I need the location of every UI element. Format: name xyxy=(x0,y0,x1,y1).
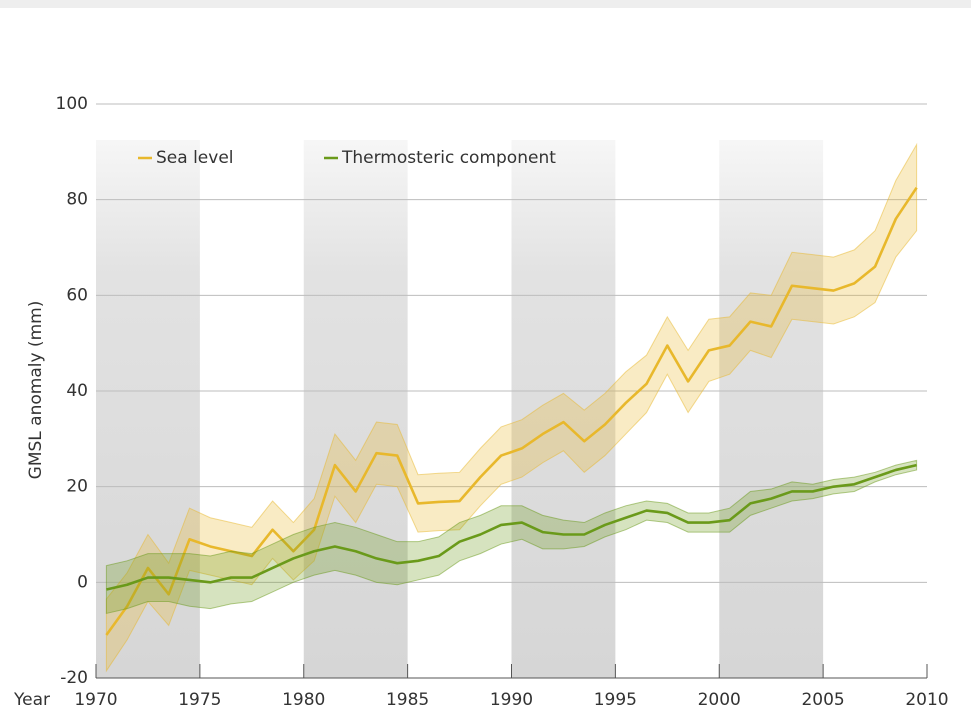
legend: Sea level Thermosteric component xyxy=(138,148,556,168)
x-tick-label: 1975 xyxy=(178,690,221,710)
y-tick-label: 20 xyxy=(66,477,88,497)
x-tick-label: 2010 xyxy=(905,690,948,710)
plot xyxy=(105,142,918,673)
x-tick-label: 1970 xyxy=(74,690,117,710)
axes: -20 0 20 40 60 80 100 1970 1975 1980 1985 1990 1995 2… xyxy=(56,94,949,710)
x-tick-label: 1995 xyxy=(594,690,637,710)
period-shade xyxy=(511,140,616,678)
period-shade xyxy=(303,140,408,678)
legend-label: Sea level xyxy=(156,148,234,168)
y-tick-label: 0 xyxy=(77,572,88,592)
uncertainty-band xyxy=(105,459,918,615)
y-tick-label: 40 xyxy=(66,381,88,401)
uncertainty-band xyxy=(105,142,918,673)
y-tick-label: 100 xyxy=(56,94,88,114)
shading xyxy=(96,140,824,678)
frame-top xyxy=(0,0,971,8)
x-tick-label: 2000 xyxy=(698,690,741,710)
y-tick-label: 60 xyxy=(66,285,88,305)
series-line xyxy=(105,186,918,636)
x-tick-label: 1990 xyxy=(490,690,533,710)
y-axis-label: GMSL anomaly (mm) xyxy=(26,301,46,480)
x-axis-label: Year xyxy=(13,690,50,710)
series-line xyxy=(106,463,917,591)
legend-label: Thermosteric component xyxy=(341,148,556,168)
x-tick-label: 1980 xyxy=(282,690,325,710)
y-tick-label: 80 xyxy=(66,190,88,210)
x-tick-label: 2005 xyxy=(801,690,844,710)
x-tick-label: 1985 xyxy=(386,690,429,710)
period-shade xyxy=(719,140,824,678)
y-tick-label: -20 xyxy=(60,668,88,688)
